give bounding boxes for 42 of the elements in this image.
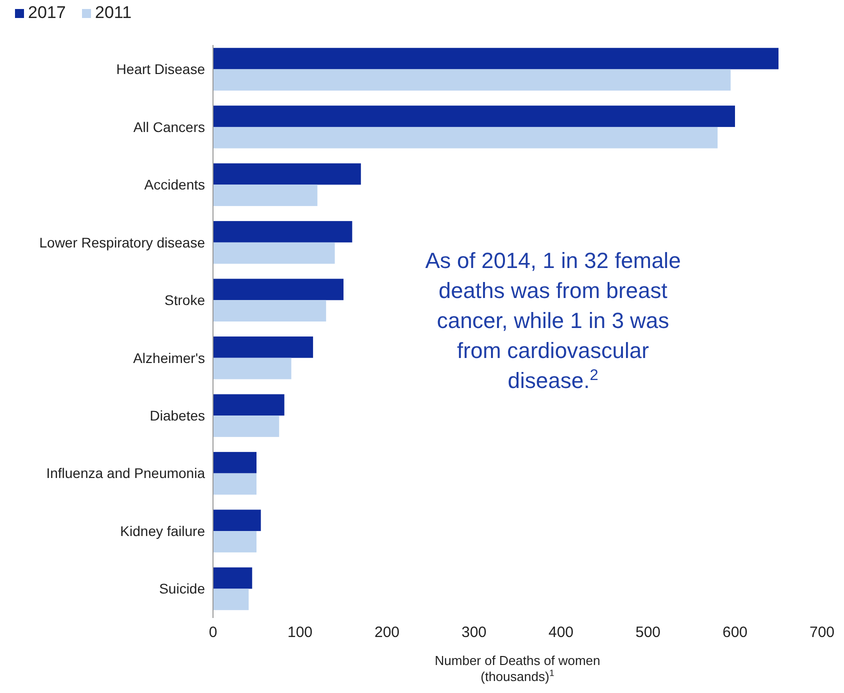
x-tick-label: 200 (374, 624, 400, 641)
y-tick-label: Heart Disease (116, 61, 206, 78)
bar (213, 126, 718, 148)
y-tick-label: Stroke (164, 292, 206, 308)
bar (213, 416, 280, 437)
bar (213, 48, 778, 70)
bar (213, 588, 249, 610)
y-tick-label: All Cancers (133, 118, 205, 135)
y-tick-label: Influenza and Pneumonia (46, 465, 206, 482)
bar (213, 567, 252, 589)
bar (213, 336, 314, 358)
bar (213, 242, 335, 264)
x-tick-label: 400 (548, 624, 574, 641)
bar (213, 473, 256, 495)
bar (213, 531, 256, 552)
bar (213, 106, 735, 127)
annotation: As of 2014, 1 in 32 female deaths was from breast cancer, while 1 in 3 was from cardiovascular disease.$^{2}$ (425, 248, 681, 393)
bar (213, 510, 261, 532)
y-tick-label: Suicide (159, 580, 206, 597)
y-tick-label: Alzheimer's (133, 350, 205, 366)
bar (213, 394, 284, 416)
y-tick-label: Lower Respiratory disease (39, 234, 206, 250)
x-tick-label: 100 (287, 624, 313, 641)
bar (213, 69, 731, 91)
x-tick-label: 0 (208, 624, 218, 641)
y-tick-label: Accidents (144, 176, 205, 193)
y-tick-label: Kidney failure (120, 522, 206, 539)
y-tick-label: Diabetes (150, 407, 205, 424)
bar (213, 358, 292, 380)
x-tick-label: 300 (461, 624, 487, 641)
legend-label: 2011 (95, 3, 132, 22)
bar (213, 221, 352, 242)
legend-label: 2017 (28, 3, 66, 22)
bar (213, 278, 344, 300)
bar (213, 163, 361, 185)
bar (213, 300, 326, 322)
x-tick-label: 500 (635, 624, 661, 641)
bar (213, 184, 318, 206)
x-tick-label: 700 (809, 624, 835, 641)
x-tick-label: 600 (722, 624, 748, 641)
x-axis-title: Number of Deaths of women (thousands)$^{1}$ (434, 653, 600, 684)
bar (213, 452, 256, 474)
